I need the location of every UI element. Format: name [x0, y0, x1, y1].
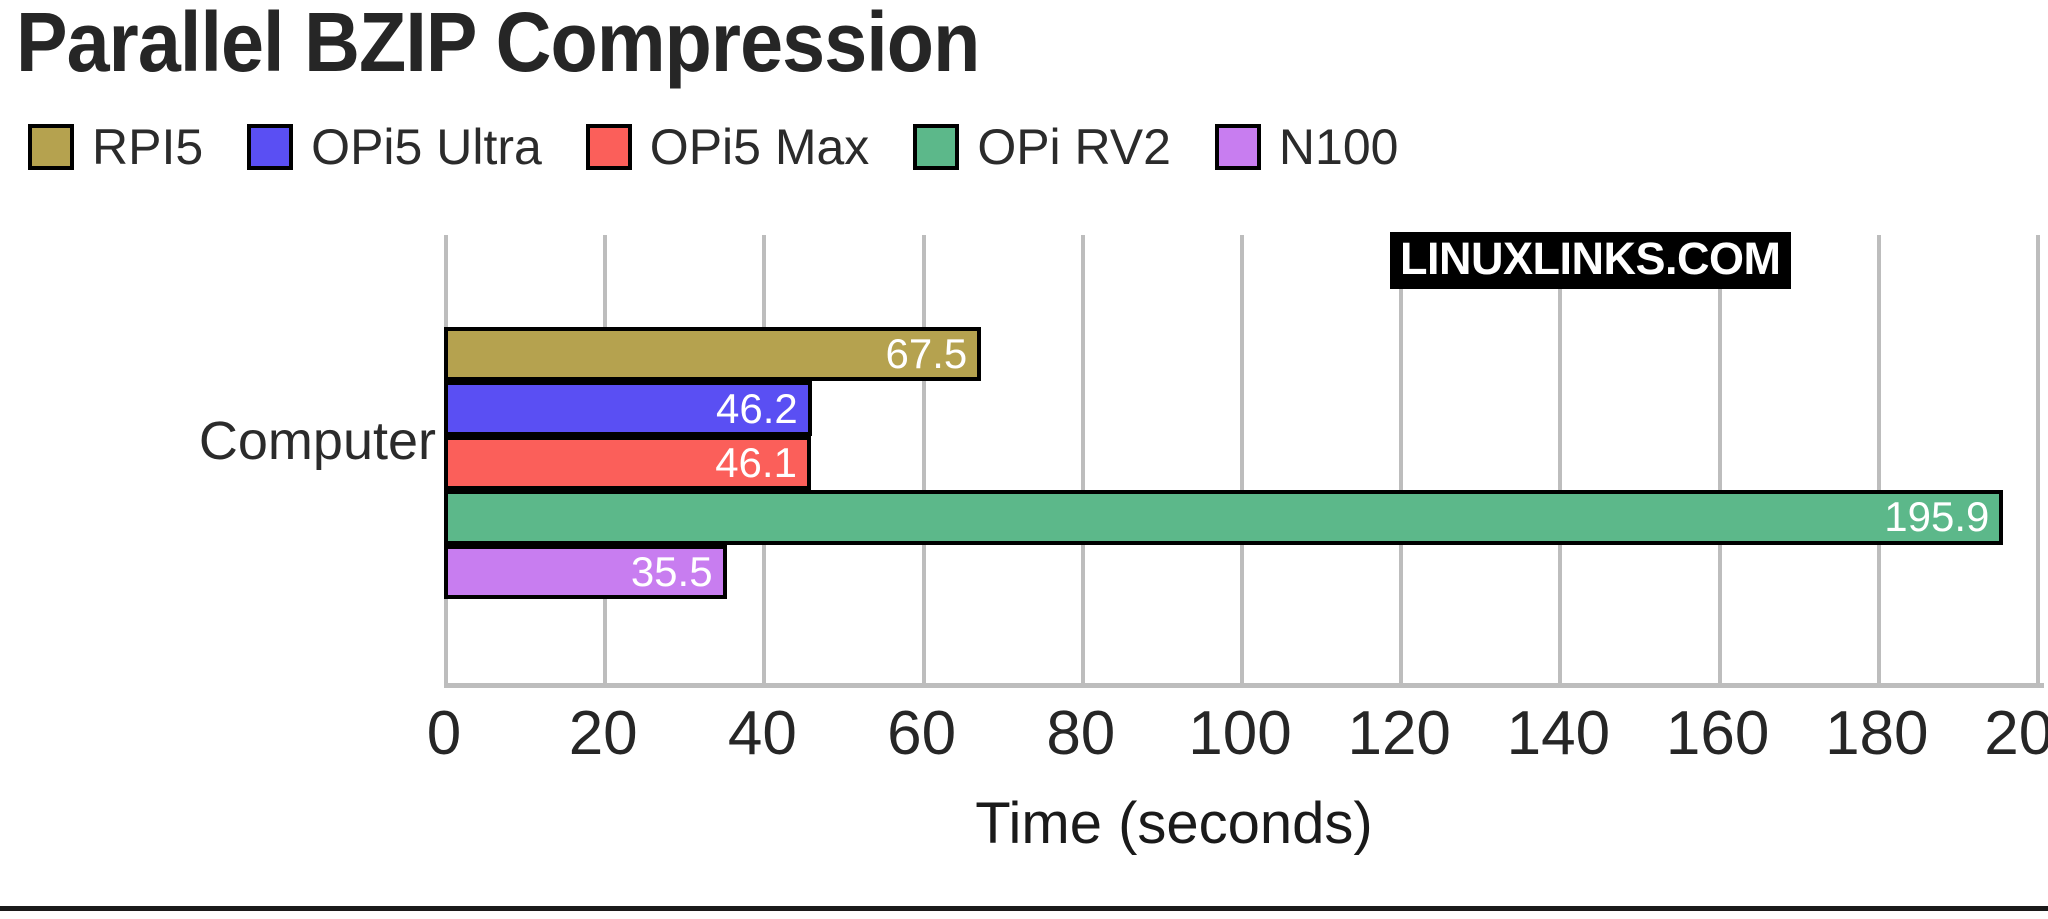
legend-item: OPi RV2	[913, 122, 1171, 172]
x-axis-tick-label: 80	[1046, 699, 1116, 768]
x-axis-tick-label: 40	[727, 699, 797, 768]
bar: 35.5	[444, 544, 727, 599]
bar-value-label: 46.1	[715, 438, 797, 486]
x-axis-line	[444, 683, 2044, 688]
bottom-divider	[0, 906, 2048, 911]
x-axis-tick-label: 200	[1984, 699, 2048, 768]
page-title: Parallel BZIP Compression	[16, 0, 980, 89]
bar-row: 46.2	[444, 381, 2036, 436]
bar-row: 195.9	[444, 490, 2036, 545]
legend-item: RPI5	[28, 122, 203, 172]
x-axis-tick-label: 160	[1665, 699, 1770, 768]
bar-row: 67.5	[444, 327, 2036, 382]
gridline	[2036, 235, 2040, 683]
x-axis-tick-label: 20	[568, 699, 638, 768]
legend-item: OPi5 Ultra	[247, 122, 542, 172]
bar: 195.9	[444, 490, 2004, 545]
legend-item-label: OPi5 Max	[649, 119, 870, 175]
legend-item: N100	[1214, 119, 1399, 175]
legend-item-label: RPI5	[92, 119, 204, 175]
x-axis-tick-label: 100	[1188, 699, 1292, 768]
legend-item-label: OPi5 Ultra	[311, 119, 542, 175]
gridline	[1876, 235, 1881, 683]
gridline	[1080, 235, 1085, 683]
legend-swatch-icon	[585, 124, 632, 170]
chart-legend: RPI5 OPi5 Ultra OPi5 Max OPi RV2 N100	[28, 122, 1442, 172]
bar-value-label: 67.5	[885, 330, 968, 378]
legend-item: OPi5 Max	[585, 119, 870, 175]
legend-swatch-icon	[1214, 124, 1261, 170]
x-axis-tick-label: 0	[426, 699, 462, 768]
bar-series-group: 67.5 46.2 46.1 195.9 35.5	[444, 327, 2036, 599]
watermark: LINUXLINKS.COM	[1390, 232, 1791, 289]
gridline	[921, 235, 926, 683]
legend-item-label: N100	[1278, 119, 1399, 175]
x-axis-tick-label: 60	[887, 699, 957, 768]
bar-value-label: 35.5	[630, 547, 713, 595]
x-axis-tick-label: 180	[1825, 699, 1929, 768]
bar: 46.2	[444, 381, 812, 436]
bar-value-label: 46.2	[716, 384, 798, 432]
legend-swatch-icon	[28, 124, 74, 170]
gridline	[1558, 235, 1563, 683]
x-axis-tick-label: 120	[1347, 699, 1451, 768]
bar-value-label: 195.9	[1884, 493, 1990, 541]
bar-row: 35.5	[444, 544, 2036, 599]
bar-row: 46.1	[444, 435, 2036, 491]
legend-swatch-icon	[913, 124, 960, 170]
gridline	[1399, 235, 1404, 683]
x-axis-tick-labels: 0 20 40 60 80 100 120 140 160 180 200	[427, 698, 2048, 768]
legend-swatch-icon	[247, 124, 294, 170]
bar: 67.5	[444, 327, 982, 382]
y-axis-category-label: Computer	[198, 411, 436, 471]
x-axis-tick-label: 140	[1506, 699, 1611, 768]
bar: 46.1	[444, 435, 811, 491]
legend-item-label: OPi RV2	[977, 119, 1171, 175]
plot-area: 67.5 46.2 46.1 195.9 35.5	[444, 235, 2040, 683]
gridline	[1717, 235, 1722, 683]
x-axis-title: Time (seconds)	[975, 791, 1373, 856]
gridline	[1240, 235, 1244, 683]
